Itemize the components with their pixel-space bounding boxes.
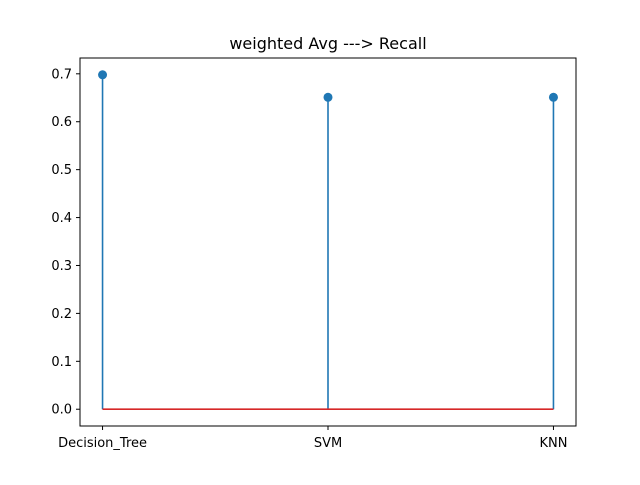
y-tick-label: 0.7 xyxy=(51,67,72,82)
stem-marker xyxy=(98,70,108,80)
y-tick-label: 0.5 xyxy=(51,163,72,178)
y-tick-label: 0.3 xyxy=(51,259,72,274)
stem-marker xyxy=(548,92,558,102)
y-tick-label: 0.4 xyxy=(51,211,72,226)
axes-frame xyxy=(79,57,577,427)
chart-title: weighted Avg ---> Recall xyxy=(229,34,426,53)
y-tick-label: 0.0 xyxy=(51,403,72,418)
y-tick-label: 0.2 xyxy=(51,307,72,322)
x-tick-label: KNN xyxy=(539,436,567,451)
x-tick-label: SVM xyxy=(314,436,342,451)
y-tick-label: 0.6 xyxy=(51,115,72,130)
plot-area: 0.0 0.1 0.2 0.3 0.4 0.5 0.6 0.7 Decision_Tree SVM… xyxy=(51,67,567,451)
x-tick-label: Decision_Tree xyxy=(58,436,147,451)
y-tick-label: 0.1 xyxy=(51,355,72,370)
stem-marker xyxy=(323,92,333,102)
